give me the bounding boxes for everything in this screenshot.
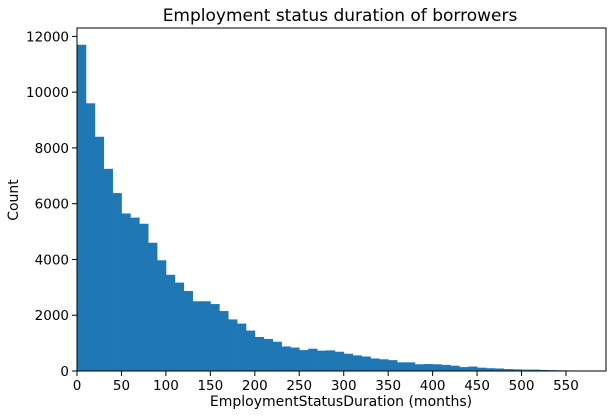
histogram-bar [165,274,176,371]
histogram-bar [485,368,496,371]
histogram-bar [405,362,416,371]
histogram-bar [139,223,149,371]
histogram-bar [192,301,202,371]
y-tick-label: 6000 [35,197,69,213]
histogram-bar [423,364,434,371]
x-tick-label: 50 [113,378,130,394]
y-tick-label: 8000 [35,141,69,157]
histogram-bar [414,364,425,371]
x-tick-label: 450 [464,378,490,394]
x-tick-label: 0 [73,378,82,394]
x-tick-label: 500 [509,378,535,394]
histogram-bar [432,364,442,371]
histogram-bar [281,346,291,371]
histogram-bar [272,341,282,371]
histogram-bar [308,348,318,371]
x-tick-label: 350 [375,378,401,394]
histogram-bar [325,350,336,371]
histogram-bar [441,364,451,371]
histogram-bar [512,369,522,371]
histogram-bar [521,369,531,371]
y-tick-label: 4000 [35,252,69,268]
histogram-bar [245,330,256,371]
histogram-bar [539,369,549,371]
histogram-bar [103,168,113,371]
plot-frame [76,27,607,372]
histogram-bar [397,362,407,371]
histogram-bar [94,136,105,371]
histogram-bar [174,282,185,371]
histogram-bar [85,103,96,371]
histogram-bar [459,367,469,371]
bars-group [77,44,602,371]
histogram-bar [219,311,229,371]
histogram-bar [299,350,309,371]
histogram-bar [530,369,540,371]
histogram-bar [503,369,514,371]
x-ticks: 0 50 100 150 200 250 300 350 400 450 500 550 [73,371,579,394]
histogram-bar [379,359,389,371]
histogram-bar [468,366,478,371]
x-tick-label: 100 [153,378,179,394]
histogram-bar [494,368,505,371]
histogram-bar [77,44,87,371]
histogram-bar [343,353,354,371]
histogram-bar [388,360,398,371]
histogram-bar [201,301,211,371]
histogram-bar [290,347,300,371]
histogram-bar [112,193,122,371]
y-tick-label: 0 [60,364,69,380]
x-axis-label: EmploymentStatusDuration (months) [210,394,472,410]
histogram-bar [361,356,371,371]
x-tick-label: 400 [420,378,446,394]
histogram-bar [237,323,247,371]
histogram-bar [352,355,362,371]
x-tick-label: 300 [331,378,357,394]
x-tick-label: 250 [286,378,312,394]
x-tick-label: 150 [197,378,223,394]
histogram-bar [477,367,487,371]
histogram-bar [334,351,345,371]
histogram-bar [228,319,238,371]
histogram-bar [148,242,158,371]
histogram-bar [157,260,167,371]
histogram-bar [450,365,460,371]
histogram-bar [210,304,220,371]
x-tick-label: 200 [242,378,268,394]
histogram-bar [183,290,193,371]
y-axis-label: Count [6,179,22,221]
y-tick-label: 12000 [26,29,69,45]
y-ticks: 0 2000 4000 6000 8000 10000 12000 [26,29,77,380]
histogram-bar [317,350,327,371]
chart-title: Employment status duration of borrowers [163,6,518,26]
histogram-bar [370,358,380,371]
histogram-bar [254,336,265,371]
y-tick-label: 2000 [35,308,69,324]
histogram-bar [121,213,131,371]
histogram-bar [130,217,140,371]
histogram-bar [263,338,273,371]
x-tick-label: 550 [553,378,579,394]
y-tick-label: 10000 [26,85,69,101]
